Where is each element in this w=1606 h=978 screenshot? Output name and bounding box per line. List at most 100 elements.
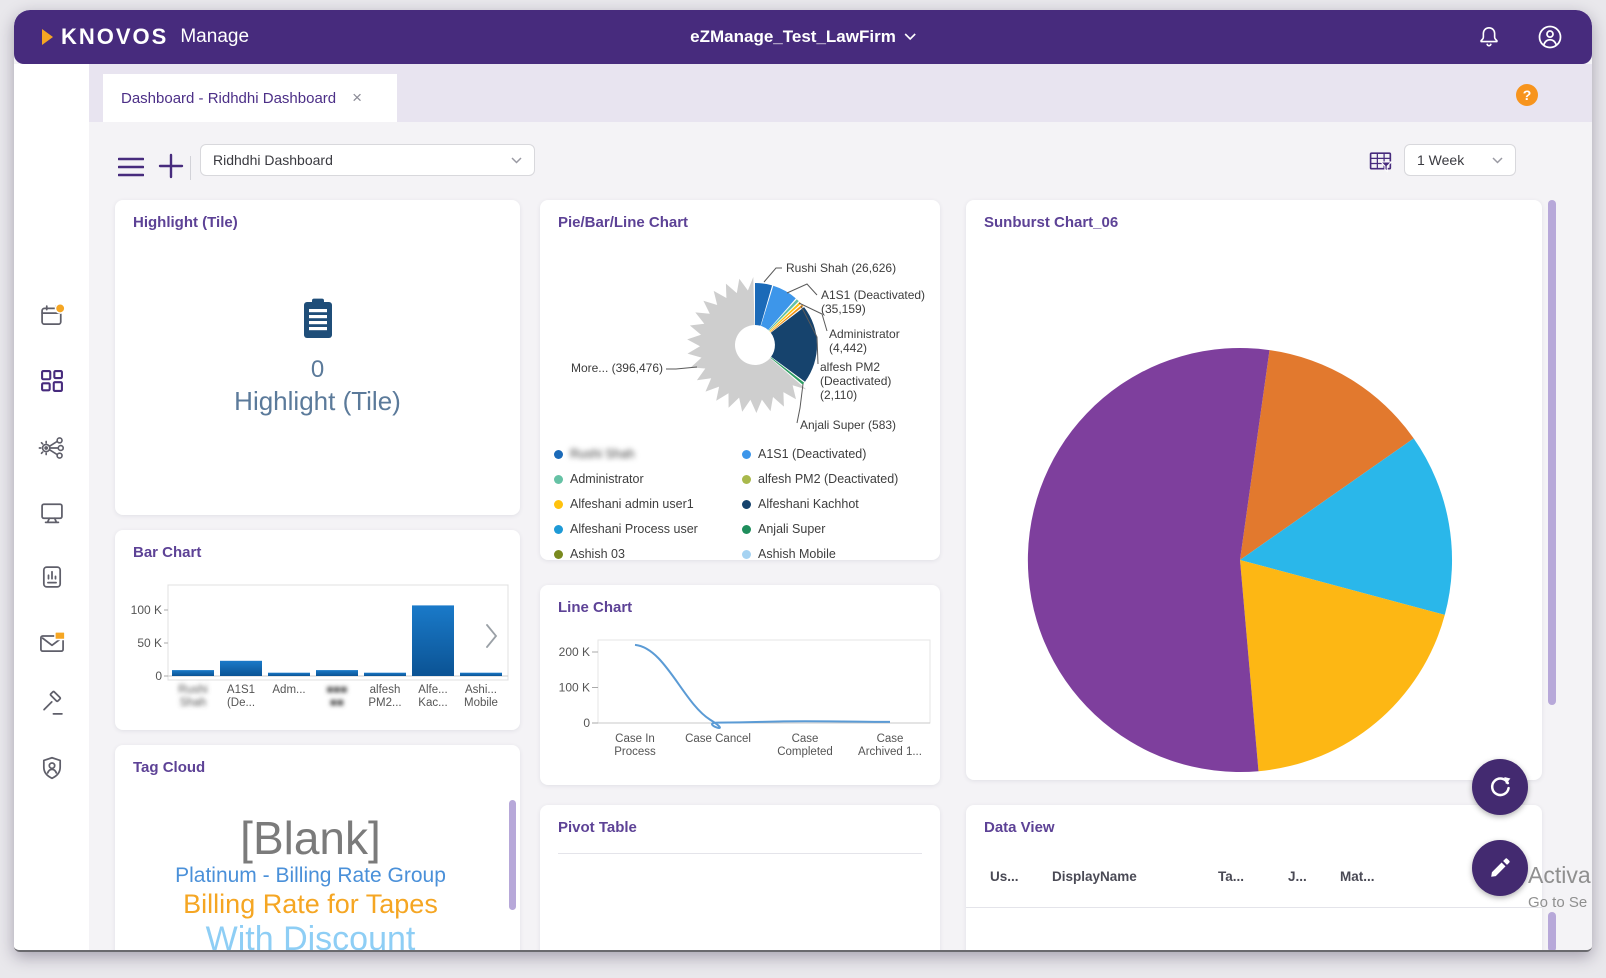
svg-text:Alfe...Kac...: Alfe... Kac... [418, 684, 447, 709]
user-icon [1538, 25, 1562, 49]
highlight-caption: Highlight (Tile) [234, 386, 401, 416]
svg-text:0: 0 [155, 669, 162, 683]
tag-cloud-word[interactable]: [Blank] [240, 812, 381, 864]
profile-button[interactable] [1536, 23, 1564, 51]
period-select[interactable]: 1 Week [1404, 144, 1516, 176]
add-dashboard-button[interactable] [158, 153, 184, 179]
table-column-header[interactable]: Ta... [1218, 869, 1245, 884]
card-title: Highlight (Tile) [133, 214, 238, 231]
sidebar-item-calendar[interactable] [37, 301, 67, 331]
sidebar-item-report[interactable] [37, 562, 67, 592]
edit-button[interactable] [1472, 840, 1528, 896]
legend-item[interactable]: Alfeshani Kachhot [742, 493, 930, 515]
table-column-header[interactable]: J... [1288, 869, 1307, 884]
next-page-chevron-icon [486, 624, 498, 648]
table-filter-icon [1369, 152, 1393, 173]
hamburger-icon [117, 157, 145, 177]
brand-name: KNOVOS [61, 24, 169, 49]
legend-dot [742, 449, 751, 459]
page-scrollbar[interactable] [1548, 200, 1556, 705]
monitor-icon [41, 503, 63, 524]
app-window: KNOVOS Manage eZManage_Test_LawFirm [14, 10, 1592, 952]
card-title: Sunburst Chart_06 [984, 214, 1119, 231]
legend-label: Ashish 03 [570, 547, 625, 561]
tag-cloud-word[interactable]: Billing Rate for Tapes [183, 889, 438, 920]
tag-cloud-word[interactable]: Platinum - Billing Rate Group [175, 864, 446, 888]
legend-item[interactable]: Rushi Shah [554, 443, 742, 465]
svg-text:100 K: 100 K [131, 603, 162, 617]
gavel-icon [43, 690, 63, 715]
legend-dot [742, 499, 751, 509]
tag-cloud-word[interactable]: With Discount [205, 919, 416, 952]
pencil-icon [1491, 858, 1510, 877]
sunburst-chart[interactable] [966, 200, 1542, 780]
svg-text:alfesh PM2(Deactivated)(2,110): alfesh PM2 (Deactivated) (2,110) [820, 360, 891, 402]
sidebar-item-gavel[interactable] [37, 689, 67, 719]
legend-dot [742, 549, 751, 559]
menu-button[interactable] [117, 157, 145, 177]
grid-filter-button[interactable] [1368, 149, 1395, 176]
svg-text:A1S1 (Deactivated)(35,159): A1S1 (Deactivated) (35,159) [821, 288, 925, 316]
toolbar-divider [190, 156, 191, 180]
dashboard-grid-icon [41, 370, 63, 392]
logo-k-icon [42, 29, 53, 45]
notifications-button[interactable] [1476, 24, 1502, 50]
app-logo: KNOVOS Manage [42, 24, 249, 50]
donut-chart[interactable]: Rushi Shah (26,626) A1S1 (Deactivated) (35… [540, 240, 940, 440]
legend-dot [554, 524, 563, 534]
tag-cloud-scrollbar[interactable] [509, 800, 516, 910]
sidebar-item-dashboard[interactable] [37, 366, 67, 396]
help-button[interactable]: ? [1516, 84, 1538, 106]
legend-item[interactable]: Ashish Mobile [742, 543, 930, 565]
legend-label: Ashish Mobile [758, 547, 836, 561]
account-switcher[interactable]: eZManage_Test_LawFirm [690, 27, 916, 47]
refresh-icon [1491, 777, 1511, 797]
line-chart[interactable]: 200 K 100 K 0 Case In Process Case Cancel Case… [540, 630, 940, 785]
legend-item[interactable]: Anjali Super [742, 518, 930, 540]
legend-item[interactable]: alfesh PM2 (Deactivated) [742, 468, 930, 490]
page-scrollbar-lower[interactable] [1548, 912, 1556, 950]
legend-item[interactable]: Alfeshani admin user1 [554, 493, 742, 515]
svg-text:Ashi...Mobile: Ashi... Mobile [464, 684, 498, 709]
legend-item[interactable]: Administrator [554, 468, 742, 490]
svg-text:50 K: 50 K [137, 636, 162, 650]
sidebar-item-privacy[interactable] [37, 753, 67, 783]
svg-text:Case Cancel: Case Cancel [685, 733, 751, 745]
legend-label: A1S1 (Deactivated) [758, 447, 867, 461]
table-column-header[interactable]: Mat... [1340, 869, 1375, 884]
bar-chart-card: Bar Chart 100 K 50 K 0 Rushi Shah A1S1 (De... A… [115, 530, 520, 730]
card-title: Pivot Table [558, 819, 637, 836]
refresh-button[interactable] [1472, 759, 1528, 815]
pivot-table-card: Pivot Table [540, 805, 940, 950]
activation-watermark-line2: Go to Se [1528, 894, 1588, 911]
legend-item[interactable]: Alfeshani Process user [554, 518, 742, 540]
card-title: Pie/Bar/Line Chart [558, 214, 689, 231]
legend-item[interactable]: A1S1 (Deactivated) [742, 443, 930, 465]
table-column-header[interactable]: Us... [990, 869, 1019, 884]
tab-dashboard[interactable]: Dashboard - Ridhdhi Dashboard × [103, 74, 397, 122]
highlight-count: 0 [310, 356, 325, 383]
sidebar-item-monitor[interactable] [37, 498, 67, 528]
divider [966, 907, 1542, 908]
tag-cloud-card: Tag Cloud [Blank] Platinum - Billing Rate… [115, 745, 520, 952]
legend-item[interactable]: Ashish 03 [554, 543, 742, 565]
table-column-header[interactable]: DisplayName [1052, 869, 1137, 884]
activation-watermark-line1: Activa [1528, 862, 1591, 888]
legend-dot [554, 449, 563, 459]
legend-dot [742, 524, 751, 534]
legend-label: Anjali Super [758, 522, 826, 536]
bar-chart[interactable]: 100 K 50 K 0 Rushi Shah A1S1 (De... Adm... ■■■ ■■… [115, 575, 520, 730]
highlight-content: 0 Highlight (Tile) [115, 295, 520, 417]
svg-text:A1S1(De...: A1S1 (De... [227, 684, 255, 709]
svg-text:Rushi Shah (26,626): Rushi Shah (26,626) [786, 261, 896, 275]
dashboard-select[interactable]: Ridhdhi Dashboard [200, 144, 535, 176]
pie-bar-line-chart-card: Pie/Bar/Line Chart Rushi Shah (26,626) A1… [540, 200, 940, 561]
svg-text:100 K: 100 K [559, 681, 590, 695]
sidebar-item-mail[interactable] [37, 628, 67, 658]
sidebar-item-workflow[interactable] [37, 433, 67, 463]
shield-user-icon [42, 756, 62, 780]
tab-close-icon[interactable]: × [352, 88, 363, 107]
brand-product: Manage [180, 26, 250, 47]
